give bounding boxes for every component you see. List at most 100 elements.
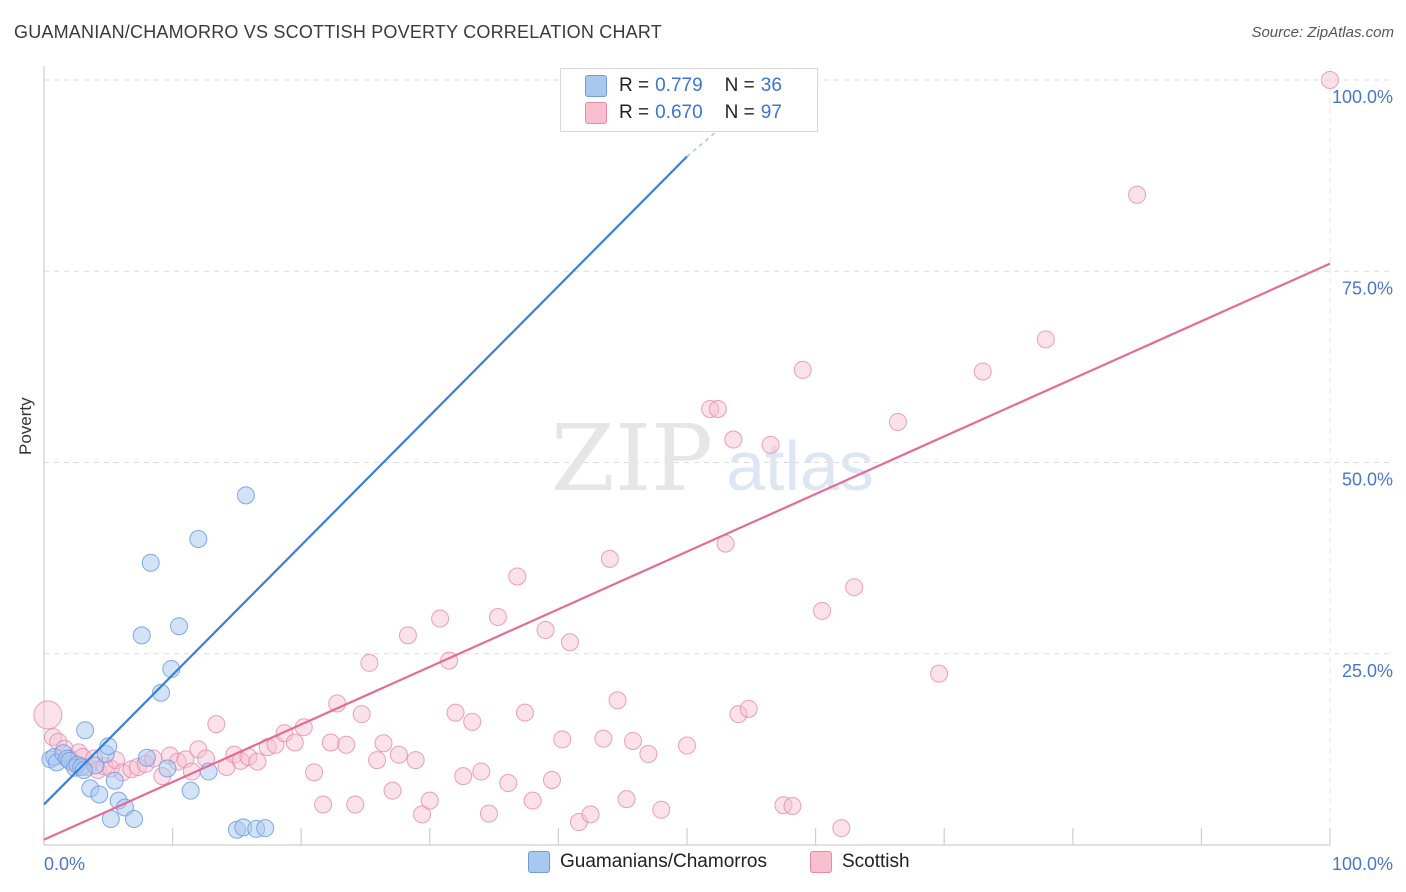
scottish-point — [774, 796, 793, 815]
scottish-point — [536, 621, 555, 640]
guamanian-point — [137, 748, 156, 767]
scottish-point — [488, 608, 507, 627]
scottish-point — [678, 736, 696, 755]
guamanian-point — [132, 626, 151, 645]
correlation-legend: R = 0.779 N = 36 R = 0.670 N = 97 — [560, 68, 818, 132]
scottish-point — [1128, 185, 1147, 204]
guamanian-point — [170, 617, 189, 636]
scottish-point — [463, 712, 482, 731]
scottish-point — [207, 715, 226, 734]
scottish-point — [33, 700, 63, 730]
scottish-point — [305, 763, 324, 782]
y-tick-label: 100.0% — [1332, 87, 1393, 107]
scottish-point — [420, 791, 439, 810]
legend-swatch-pink — [810, 851, 832, 873]
scottish-point — [793, 360, 812, 379]
scottish-point — [360, 653, 379, 672]
scottish-point — [701, 399, 720, 418]
gridlines — [44, 68, 1390, 845]
scottish-point — [832, 819, 851, 838]
legend-r-label: R = — [619, 75, 650, 96]
watermark-atlas: atlas — [726, 427, 874, 505]
y-tick-label: 25.0% — [1342, 661, 1393, 681]
legend-swatch-pink — [585, 102, 607, 124]
scottish-point — [729, 705, 748, 724]
guamanian-point — [152, 683, 171, 702]
x-tick-label: 0.0% — [44, 854, 85, 874]
watermark: ZIP atlas — [551, 405, 874, 512]
legend-row-scottish: R = 0.670 N = 97 — [585, 101, 804, 125]
scottish-point — [600, 549, 619, 568]
legend-swatch-blue — [528, 851, 550, 873]
legend-swatch-blue — [585, 75, 607, 97]
guamanian-point — [76, 721, 95, 740]
legend-n-value: 36 — [760, 75, 782, 96]
guamanian-point — [90, 785, 109, 804]
axes — [43, 66, 1331, 846]
tick-labels: 25.0% 50.0% 75.0% 100.0% 0.0% 100.0% — [44, 87, 1393, 874]
legend-r-label: R = — [619, 102, 650, 123]
watermark-zip: ZIP — [551, 405, 713, 512]
guamanian-point — [236, 486, 255, 505]
scottish-point — [581, 805, 600, 824]
legend-n-label: N = — [724, 75, 755, 96]
legend-n-label: N = — [724, 102, 755, 123]
legend-n-value: 97 — [760, 102, 782, 123]
guamanian-point — [158, 759, 177, 778]
scottish-point — [639, 744, 658, 763]
guamanian-trend-line — [43, 155, 688, 806]
scottish-point — [314, 795, 333, 814]
scottish-point — [374, 734, 393, 753]
scottish-point — [189, 740, 208, 759]
scottish-point — [337, 735, 356, 754]
scottish-point — [285, 733, 304, 752]
scottish-point — [499, 774, 518, 793]
chart-title: GUAMANIAN/CHAMORRO VS SCOTTISH POVERTY C… — [14, 22, 662, 42]
legend-r-value: 0.670 — [655, 102, 703, 123]
scottish-point — [845, 578, 864, 597]
scottish-point — [346, 795, 365, 814]
scottish-point — [479, 804, 498, 823]
scottish-point — [389, 745, 408, 764]
scottish-point — [542, 770, 561, 789]
guamanian-point — [189, 530, 208, 548]
scottish-point — [623, 731, 642, 750]
scottish-point — [446, 703, 465, 722]
scottish-point — [515, 703, 534, 722]
legend-label: Guamanians/Chamorros — [560, 851, 767, 872]
scottish-point — [888, 412, 907, 431]
scottish-point — [1036, 330, 1055, 349]
scottish-point — [973, 362, 992, 381]
scottish-point — [1321, 71, 1339, 89]
scottish-point — [431, 609, 450, 628]
scottish-point — [783, 796, 802, 815]
scottish-point — [398, 626, 417, 645]
scottish-point — [321, 733, 340, 752]
scottish-point — [413, 805, 432, 824]
guamanian-point — [99, 737, 118, 756]
scottish-point — [560, 633, 579, 652]
scottish-trend-line — [43, 262, 1331, 841]
scottish-point — [761, 435, 780, 454]
guamanian-point — [125, 809, 144, 828]
scottish-point — [508, 567, 527, 586]
scottish-point — [406, 751, 425, 770]
guamanian-point — [181, 781, 200, 800]
scottish-point — [368, 751, 387, 770]
scottish-point — [930, 664, 949, 683]
scottish-point — [652, 800, 671, 819]
guamanian-points — [41, 486, 275, 839]
guamanian-point — [256, 819, 275, 838]
scottish-point — [608, 691, 627, 710]
y-tick-label: 75.0% — [1342, 278, 1393, 298]
legend-item-guamanian[interactable]: Guamanians/Chamorros — [528, 851, 767, 873]
legend-label: Scottish — [842, 851, 910, 872]
scottish-point — [248, 752, 267, 771]
guamanian-point — [141, 553, 160, 572]
scottish-point — [383, 781, 402, 800]
y-tick-label: 50.0% — [1342, 470, 1393, 490]
guamanian-point — [74, 761, 93, 780]
scottish-point — [724, 430, 743, 449]
legend-item-scottish[interactable]: Scottish — [810, 851, 910, 873]
